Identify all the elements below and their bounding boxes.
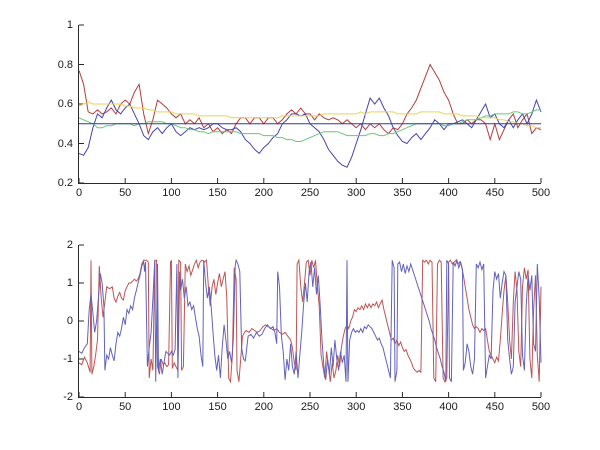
plot-canvas bbox=[78, 244, 542, 398]
series-yellow-slow-signal bbox=[78, 101, 541, 129]
x-tick-label: 50 bbox=[119, 401, 132, 413]
x-tick-label: 400 bbox=[439, 187, 458, 199]
bottom-axes: 0 50 100 150 200 250 300 350 400 450 500 -2 -1 0 1 2 bbox=[63, 239, 550, 413]
x-tick-label: 300 bbox=[347, 401, 366, 413]
x-tick-label: 100 bbox=[162, 401, 181, 413]
x-tick-label: 350 bbox=[393, 187, 412, 199]
top-axes: 0 50 100 150 200 250 300 350 400 450 500 0.2 0.4 0.6 0… bbox=[58, 19, 550, 199]
x-tick-label: 100 bbox=[162, 187, 181, 199]
y-tick-label: 1 bbox=[66, 19, 73, 31]
x-tick-label: 200 bbox=[254, 401, 273, 413]
y-tick-label: 0.2 bbox=[57, 177, 73, 189]
series-red-phase-signal bbox=[78, 258, 542, 384]
x-tick-label: 500 bbox=[531, 401, 551, 413]
x-tick-label: 0 bbox=[75, 401, 83, 413]
y-tick-label: -2 bbox=[63, 391, 73, 403]
x-tick-label: 450 bbox=[485, 187, 504, 199]
x-tick-label: 200 bbox=[254, 187, 273, 199]
plot-canvas bbox=[78, 24, 542, 184]
series-blue-phase-signal bbox=[78, 258, 542, 383]
y-tick-label: 0 bbox=[66, 315, 73, 327]
y-tick-label: 0.6 bbox=[57, 98, 73, 110]
x-tick-label: 450 bbox=[485, 401, 504, 413]
series-green-slow-signal bbox=[78, 109, 541, 142]
x-tick-label: 150 bbox=[208, 187, 227, 199]
y-tick-label: 1 bbox=[66, 277, 73, 289]
x-tick-label: 350 bbox=[393, 401, 412, 413]
x-tick-label: 50 bbox=[119, 187, 132, 199]
x-tick-label: 250 bbox=[300, 401, 320, 413]
y-tick-label: 2 bbox=[66, 239, 73, 251]
y-tick-label: 0.4 bbox=[57, 137, 73, 150]
series-red-noisy-signal bbox=[78, 63, 542, 142]
x-tick-label: 300 bbox=[347, 187, 366, 199]
x-tick-label: 0 bbox=[75, 187, 83, 199]
x-tick-label: 150 bbox=[208, 401, 227, 413]
x-tick-label: 400 bbox=[439, 401, 458, 413]
y-tick-label: 0.8 bbox=[57, 58, 73, 71]
x-tick-label: 500 bbox=[531, 187, 551, 199]
x-tick-label: 250 bbox=[300, 187, 320, 199]
y-tick-label: -1 bbox=[63, 353, 73, 365]
